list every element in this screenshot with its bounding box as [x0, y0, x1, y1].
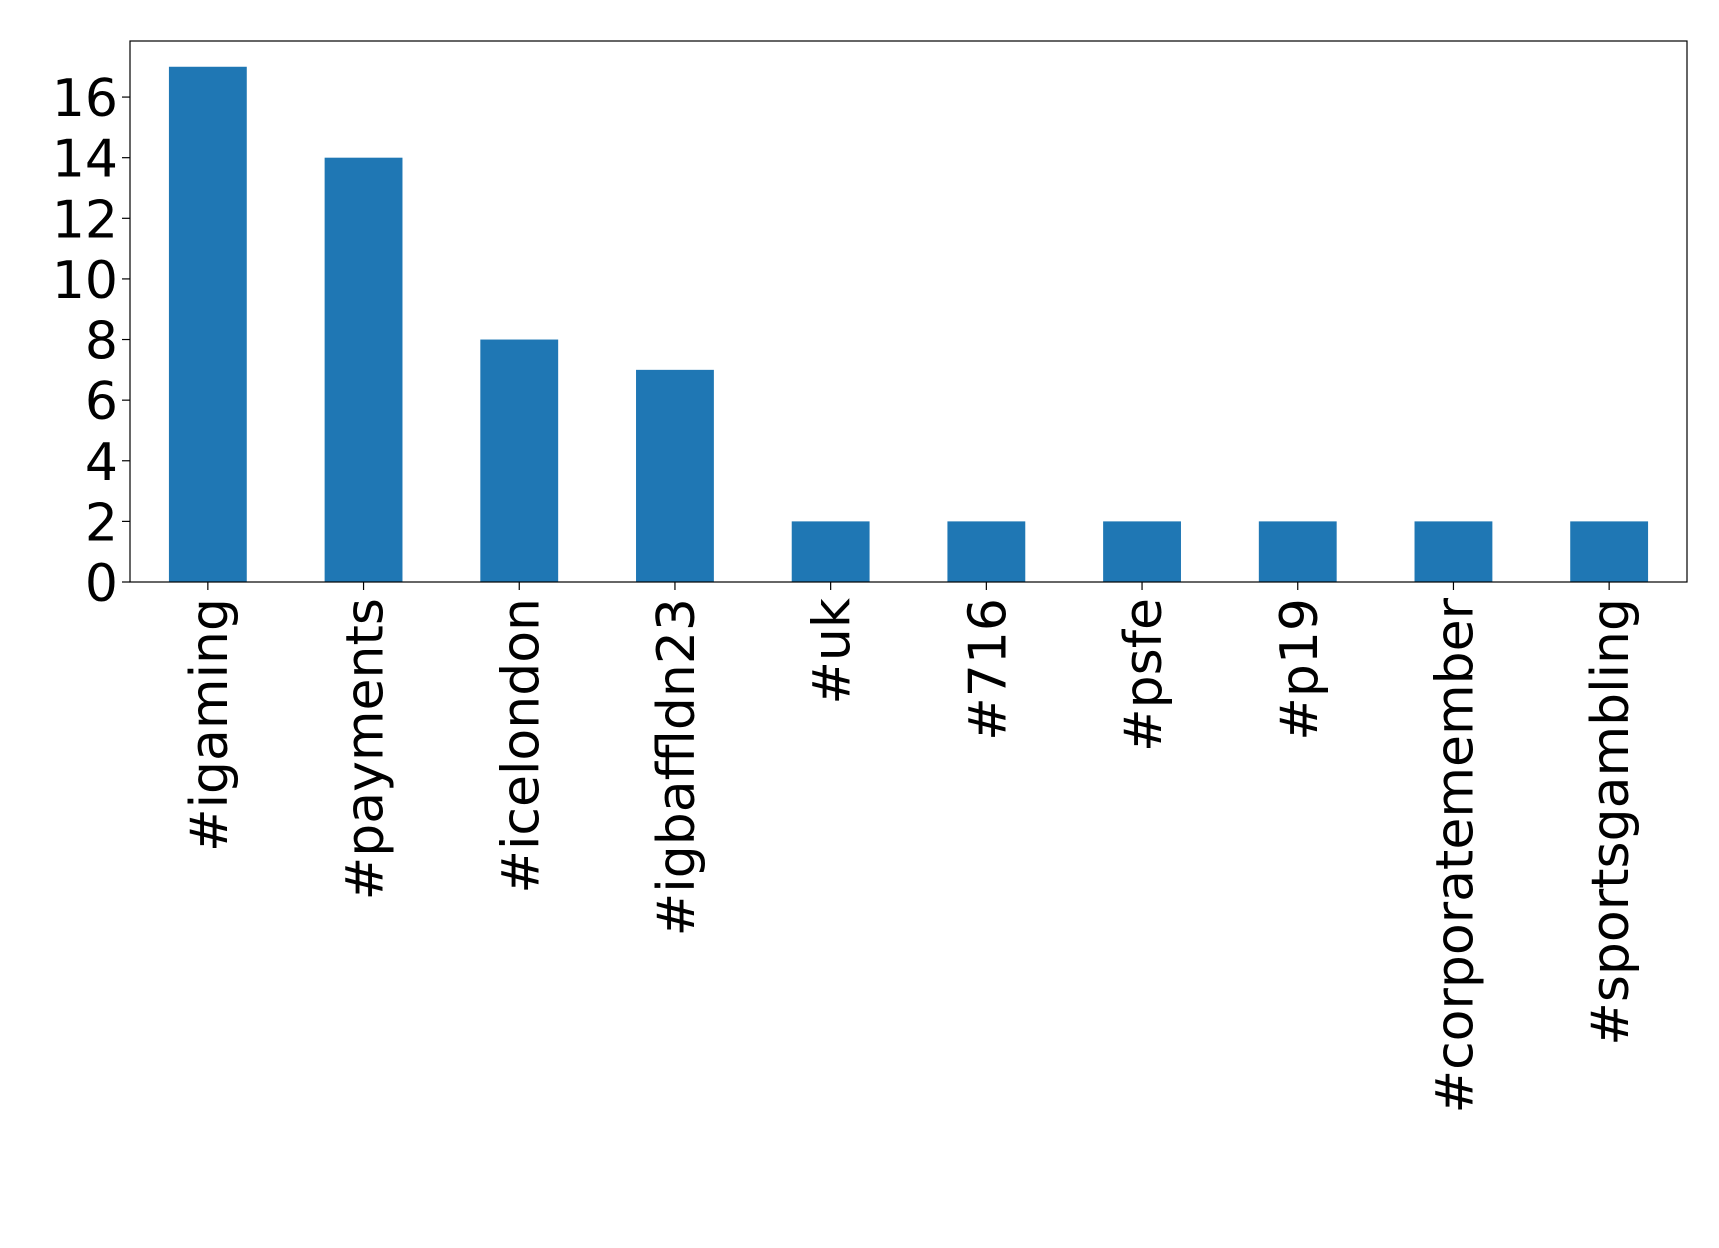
x-tick-label: #psfe	[1114, 598, 1174, 752]
bar	[1570, 521, 1649, 582]
bar	[1258, 521, 1337, 582]
bar	[1103, 521, 1181, 582]
bar	[168, 66, 247, 582]
bar	[480, 339, 559, 582]
y-tick-label: 16	[52, 69, 118, 129]
y-tick-label: 6	[85, 372, 118, 432]
bar	[947, 521, 1026, 582]
y-tick-label: 12	[52, 190, 118, 250]
y-tick-label: 14	[52, 130, 118, 190]
x-tick-label: #p19	[1270, 598, 1330, 741]
x-tick-label: #716	[958, 598, 1018, 741]
y-tick-label: 4	[85, 433, 118, 493]
x-tick-label: #icelondon	[491, 598, 551, 894]
x-tick-label: #payments	[336, 598, 396, 900]
x-tick-label: #corporatemember	[1425, 597, 1485, 1113]
x-tick-label: #igaming	[180, 598, 240, 852]
x-tick-label: #igbaffldn23	[647, 598, 707, 936]
bar	[636, 369, 714, 582]
bar	[791, 521, 870, 582]
bar	[324, 157, 403, 582]
x-tick-label: #uk	[803, 598, 863, 705]
x-tick-label: #sportsgambling	[1581, 598, 1641, 1046]
y-tick-label: 0	[85, 554, 118, 614]
plot-frame	[129, 40, 1688, 583]
y-tick-label: 8	[85, 312, 118, 372]
y-tick-label: 10	[52, 251, 118, 311]
y-tick-label: 2	[85, 493, 118, 553]
bar	[1414, 521, 1493, 582]
